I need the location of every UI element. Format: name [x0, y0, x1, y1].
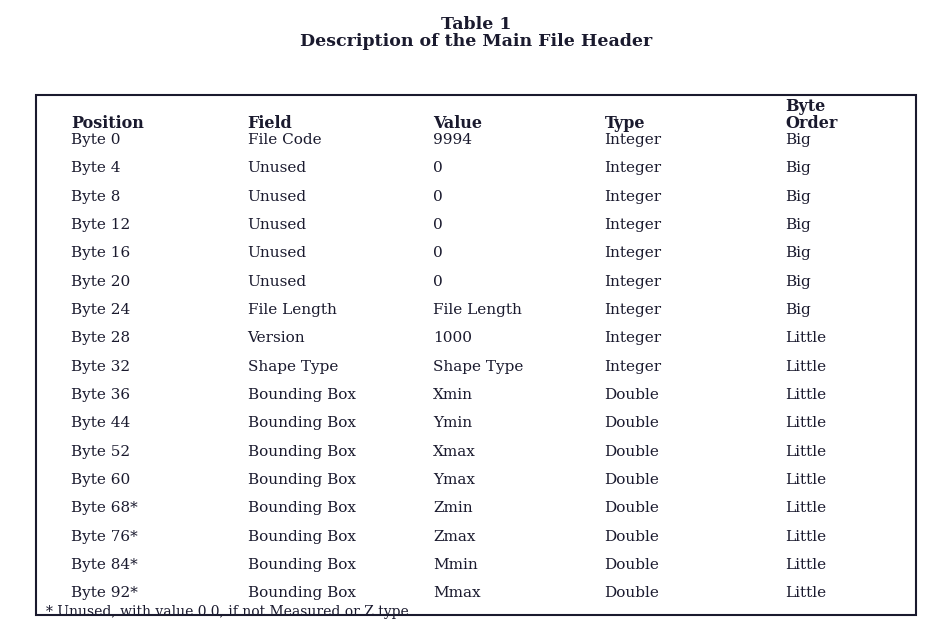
Text: Byte 24: Byte 24: [71, 303, 130, 317]
Text: Bounding Box: Bounding Box: [248, 586, 355, 600]
Text: Double: Double: [605, 586, 660, 600]
Text: Integer: Integer: [605, 247, 662, 261]
Text: Integer: Integer: [605, 275, 662, 289]
Text: Description of the Main File Header: Description of the Main File Header: [300, 33, 652, 50]
Text: 9994: 9994: [433, 133, 472, 147]
Text: Unused: Unused: [248, 162, 307, 176]
Text: Field: Field: [248, 115, 292, 133]
Text: File Length: File Length: [248, 303, 336, 317]
Text: File Length: File Length: [433, 303, 522, 317]
Text: Byte 12: Byte 12: [71, 218, 130, 232]
Text: Byte 16: Byte 16: [71, 247, 130, 261]
Text: Double: Double: [605, 501, 660, 515]
Text: Big: Big: [785, 133, 811, 147]
Text: Mmax: Mmax: [433, 586, 481, 600]
Text: Position: Position: [71, 115, 145, 133]
Text: Byte: Byte: [785, 98, 825, 115]
Text: Shape Type: Shape Type: [433, 360, 524, 374]
Text: Bounding Box: Bounding Box: [248, 558, 355, 572]
Text: Table 1: Table 1: [441, 16, 511, 33]
Text: Little: Little: [785, 501, 826, 515]
Text: Double: Double: [605, 558, 660, 572]
Text: Big: Big: [785, 303, 811, 317]
Text: Unused: Unused: [248, 247, 307, 261]
Text: Big: Big: [785, 190, 811, 204]
Text: Integer: Integer: [605, 332, 662, 346]
Text: Little: Little: [785, 473, 826, 487]
Text: Value: Value: [433, 115, 482, 133]
Text: Big: Big: [785, 247, 811, 261]
Text: Double: Double: [605, 417, 660, 430]
Text: Byte 60: Byte 60: [71, 473, 130, 487]
Text: Byte 68*: Byte 68*: [71, 501, 138, 515]
Text: Integer: Integer: [605, 133, 662, 147]
Text: Byte 36: Byte 36: [71, 388, 130, 402]
Text: Byte 92*: Byte 92*: [71, 586, 138, 600]
Text: Little: Little: [785, 388, 826, 402]
Text: Ymax: Ymax: [433, 473, 475, 487]
Text: Byte 44: Byte 44: [71, 417, 130, 430]
Text: Little: Little: [785, 530, 826, 544]
Text: Byte 4: Byte 4: [71, 162, 121, 176]
Text: Little: Little: [785, 586, 826, 600]
Text: Zmin: Zmin: [433, 501, 473, 515]
Text: Bounding Box: Bounding Box: [248, 445, 355, 459]
Text: Double: Double: [605, 388, 660, 402]
Text: Big: Big: [785, 275, 811, 289]
Text: 0: 0: [433, 247, 443, 261]
FancyBboxPatch shape: [36, 95, 916, 615]
Text: 0: 0: [433, 190, 443, 204]
Text: Little: Little: [785, 558, 826, 572]
Text: Bounding Box: Bounding Box: [248, 530, 355, 544]
Text: Bounding Box: Bounding Box: [248, 473, 355, 487]
Text: Bounding Box: Bounding Box: [248, 501, 355, 515]
Text: Byte 32: Byte 32: [71, 360, 130, 374]
Text: Order: Order: [785, 115, 838, 133]
Text: Ymin: Ymin: [433, 417, 472, 430]
Text: Unused: Unused: [248, 275, 307, 289]
Text: Byte 52: Byte 52: [71, 445, 130, 459]
Text: Little: Little: [785, 417, 826, 430]
Text: Integer: Integer: [605, 360, 662, 374]
Text: Bounding Box: Bounding Box: [248, 417, 355, 430]
Text: Little: Little: [785, 445, 826, 459]
Text: Integer: Integer: [605, 190, 662, 204]
Text: Xmin: Xmin: [433, 388, 473, 402]
Text: 1000: 1000: [433, 332, 472, 346]
Text: Byte 84*: Byte 84*: [71, 558, 138, 572]
Text: Bounding Box: Bounding Box: [248, 388, 355, 402]
Text: Integer: Integer: [605, 218, 662, 232]
Text: Byte 8: Byte 8: [71, 190, 121, 204]
Text: Shape Type: Shape Type: [248, 360, 338, 374]
Text: Double: Double: [605, 530, 660, 544]
Text: Zmax: Zmax: [433, 530, 476, 544]
Text: 0: 0: [433, 162, 443, 176]
Text: Big: Big: [785, 162, 811, 176]
Text: File Code: File Code: [248, 133, 321, 147]
Text: Unused: Unused: [248, 218, 307, 232]
Text: Type: Type: [605, 115, 645, 133]
Text: Integer: Integer: [605, 303, 662, 317]
Text: Byte 28: Byte 28: [71, 332, 130, 346]
Text: Integer: Integer: [605, 162, 662, 176]
Text: Mmin: Mmin: [433, 558, 478, 572]
Text: Double: Double: [605, 473, 660, 487]
Text: Version: Version: [248, 332, 306, 346]
Text: * Unused, with value 0.0, if not Measured or Z type: * Unused, with value 0.0, if not Measure…: [46, 605, 408, 619]
Text: Double: Double: [605, 445, 660, 459]
Text: Little: Little: [785, 360, 826, 374]
Text: Unused: Unused: [248, 190, 307, 204]
Text: Byte 76*: Byte 76*: [71, 530, 138, 544]
Text: 0: 0: [433, 275, 443, 289]
Text: 0: 0: [433, 218, 443, 232]
Text: Xmax: Xmax: [433, 445, 476, 459]
Text: Little: Little: [785, 332, 826, 346]
Text: Byte 0: Byte 0: [71, 133, 121, 147]
Text: Byte 20: Byte 20: [71, 275, 130, 289]
Text: Big: Big: [785, 218, 811, 232]
